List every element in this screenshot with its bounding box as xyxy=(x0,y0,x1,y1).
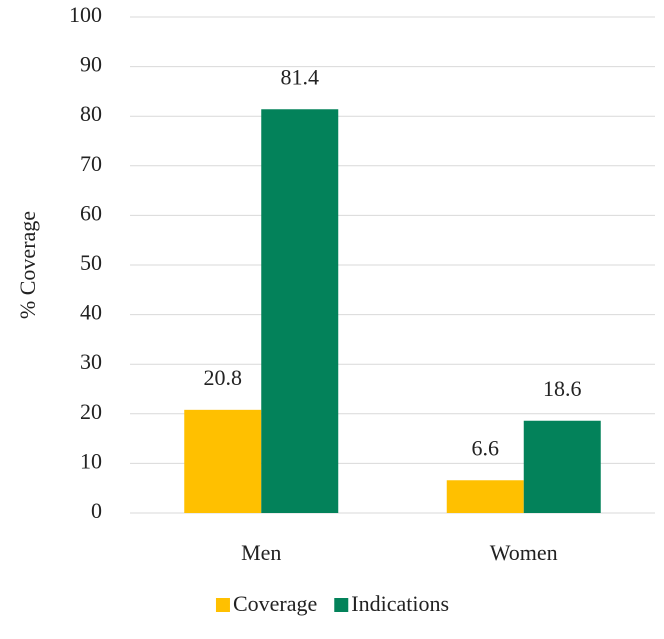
x-tick-label: Women xyxy=(490,540,558,565)
y-tick-label: 50 xyxy=(80,250,102,275)
data-label: 6.6 xyxy=(472,435,500,460)
legend-swatch xyxy=(334,598,349,612)
bar xyxy=(446,480,524,513)
y-tick-label: 70 xyxy=(80,151,102,176)
y-tick-label: 30 xyxy=(80,349,102,374)
y-tick-label: 0 xyxy=(91,498,102,523)
y-tick-label: 10 xyxy=(80,448,102,473)
data-label: 20.8 xyxy=(204,365,243,390)
data-label: 18.6 xyxy=(543,376,582,401)
legend-label: Coverage xyxy=(233,591,317,616)
legend-swatch xyxy=(215,598,230,612)
legend-label: Indications xyxy=(351,591,449,616)
y-tick-label: 90 xyxy=(80,52,102,77)
y-tick-label: 40 xyxy=(80,300,102,325)
bar xyxy=(261,109,339,514)
y-tick-label: 60 xyxy=(80,200,102,225)
data-label: 81.4 xyxy=(281,64,320,89)
y-axis-title: % Coverage xyxy=(15,211,40,319)
y-tick-label: 80 xyxy=(80,101,102,126)
bar xyxy=(523,420,601,513)
bar xyxy=(184,409,262,513)
x-tick-label: Men xyxy=(241,540,281,565)
y-tick-label: 100 xyxy=(69,2,102,27)
y-tick-label: 20 xyxy=(80,399,102,424)
